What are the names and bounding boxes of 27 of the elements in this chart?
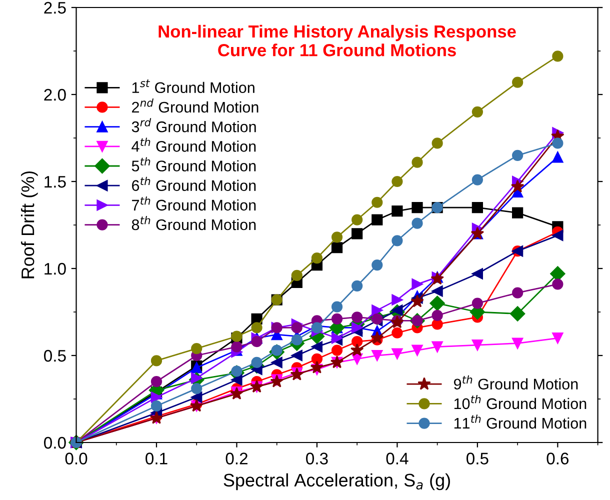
legend-label: 10$^{th}$ Ground Motion [454,394,586,410]
x-tick-label: 0.3 [306,452,328,464]
legend-label: 3$^{rd}$ Ground Motion [132,118,256,132]
x-tick-label: 0.1 [146,452,168,464]
legend-label: 9$^{th}$ Ground Motion [454,375,578,390]
legend-label: 6$^{th}$ Ground Motion [132,176,256,192]
y-tick-label: 0.0 [44,436,66,449]
x-tick-label: 0.6 [546,452,569,464]
text: Non-linear Time History Analysis Response Curve for 11 Ground Motions [158,24,516,56]
legend-label: 7$^{th}$ Ground Motion [132,196,256,211]
legend-label: 1$^{st}$ Ground Motion [132,80,254,94]
y-tick-label: 2.0 [44,88,66,101]
legend-label: 11$^{th}$ Ground Motion [454,414,586,429]
x-axis-title: Spectral Acceleration, S$_{a}$ (g) [224,473,450,490]
x-tick-label: 0.4 [386,452,408,464]
legend-label: 5$^{th}$ Ground Motion [132,157,256,172]
y-tick-label: 1.0 [44,262,66,275]
legend-label: 8$^{th}$ Ground Motion [132,216,256,230]
y-tick-label: 1.5 [44,176,66,188]
legend-label: 2$^{nd}$ Ground Motion [132,98,258,113]
legend-label: 4$^{th}$ Ground Motion [132,138,256,152]
x-tick-label: 0.2 [226,452,248,464]
y-tick-label: 0.5 [44,350,66,362]
x-tick-label: 0.5 [466,452,488,464]
y-axis-title: Roof Drift (%) [20,171,38,278]
y-tick-label: 2.5 [44,2,66,14]
x-tick-label: 0.0 [65,452,88,464]
